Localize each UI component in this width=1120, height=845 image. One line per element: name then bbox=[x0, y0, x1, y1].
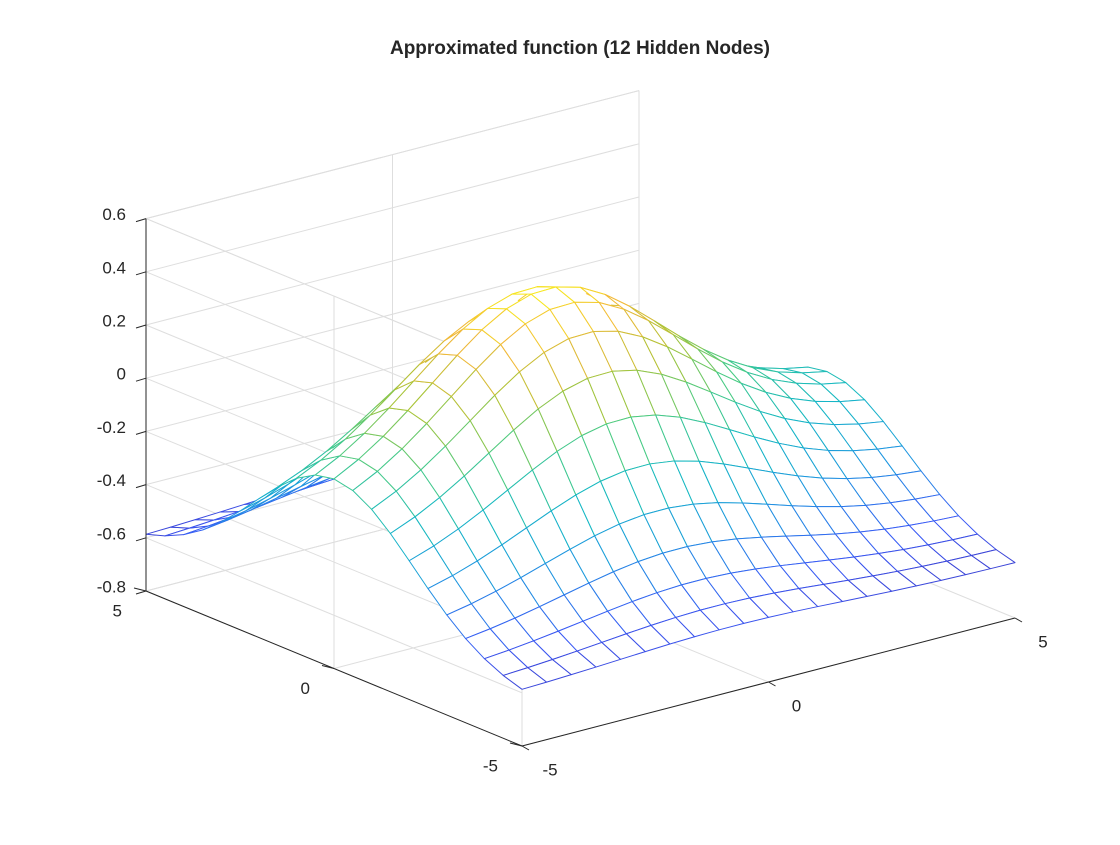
z-tick-label: -0.2 bbox=[97, 418, 126, 437]
z-tick-label: 0.6 bbox=[102, 205, 126, 224]
y-tick-label: 0 bbox=[301, 679, 310, 698]
z-tick-label: -0.4 bbox=[97, 471, 126, 490]
x-tick-mark bbox=[768, 681, 776, 687]
z-tick-mark bbox=[135, 377, 147, 382]
y-tick-mark bbox=[509, 742, 523, 747]
chart-title: Approximated function (12 Hidden Nodes) bbox=[390, 38, 770, 59]
z-tick-label: -0.8 bbox=[97, 577, 126, 596]
z-tick-mark bbox=[135, 324, 147, 329]
x-tick-mark bbox=[521, 745, 530, 751]
x-tick-label: -5 bbox=[542, 760, 557, 779]
z-tick-mark bbox=[135, 271, 147, 276]
z-tick-label: 0 bbox=[117, 365, 126, 384]
z-tick-mark bbox=[135, 218, 147, 223]
y-tick-mark bbox=[321, 665, 335, 669]
y-tick-label: 5 bbox=[113, 601, 122, 620]
z-tick-label: -0.6 bbox=[97, 524, 126, 543]
z-tick-mark bbox=[135, 537, 147, 542]
axes bbox=[133, 218, 1023, 751]
surface-mesh bbox=[145, 286, 1016, 690]
z-tick-label: 0.4 bbox=[102, 258, 126, 277]
tick-labels: -5 0 5 -5 0 5 -0.8 -0.6 -0.4 -0.2 0 0.2 0.4 0.6 bbox=[97, 205, 1048, 779]
z-tick-mark bbox=[135, 484, 147, 489]
z-tick-mark bbox=[135, 430, 147, 435]
x-tick-label: 0 bbox=[792, 696, 801, 715]
z-tick-mark bbox=[135, 590, 147, 595]
x-tick-label: 5 bbox=[1038, 632, 1047, 651]
x-tick-mark bbox=[1014, 617, 1023, 623]
z-tick-label: 0.2 bbox=[102, 311, 126, 330]
y-tick-label: -5 bbox=[483, 756, 498, 775]
y-tick-mark bbox=[133, 587, 147, 592]
mesh-face bbox=[971, 549, 1016, 570]
